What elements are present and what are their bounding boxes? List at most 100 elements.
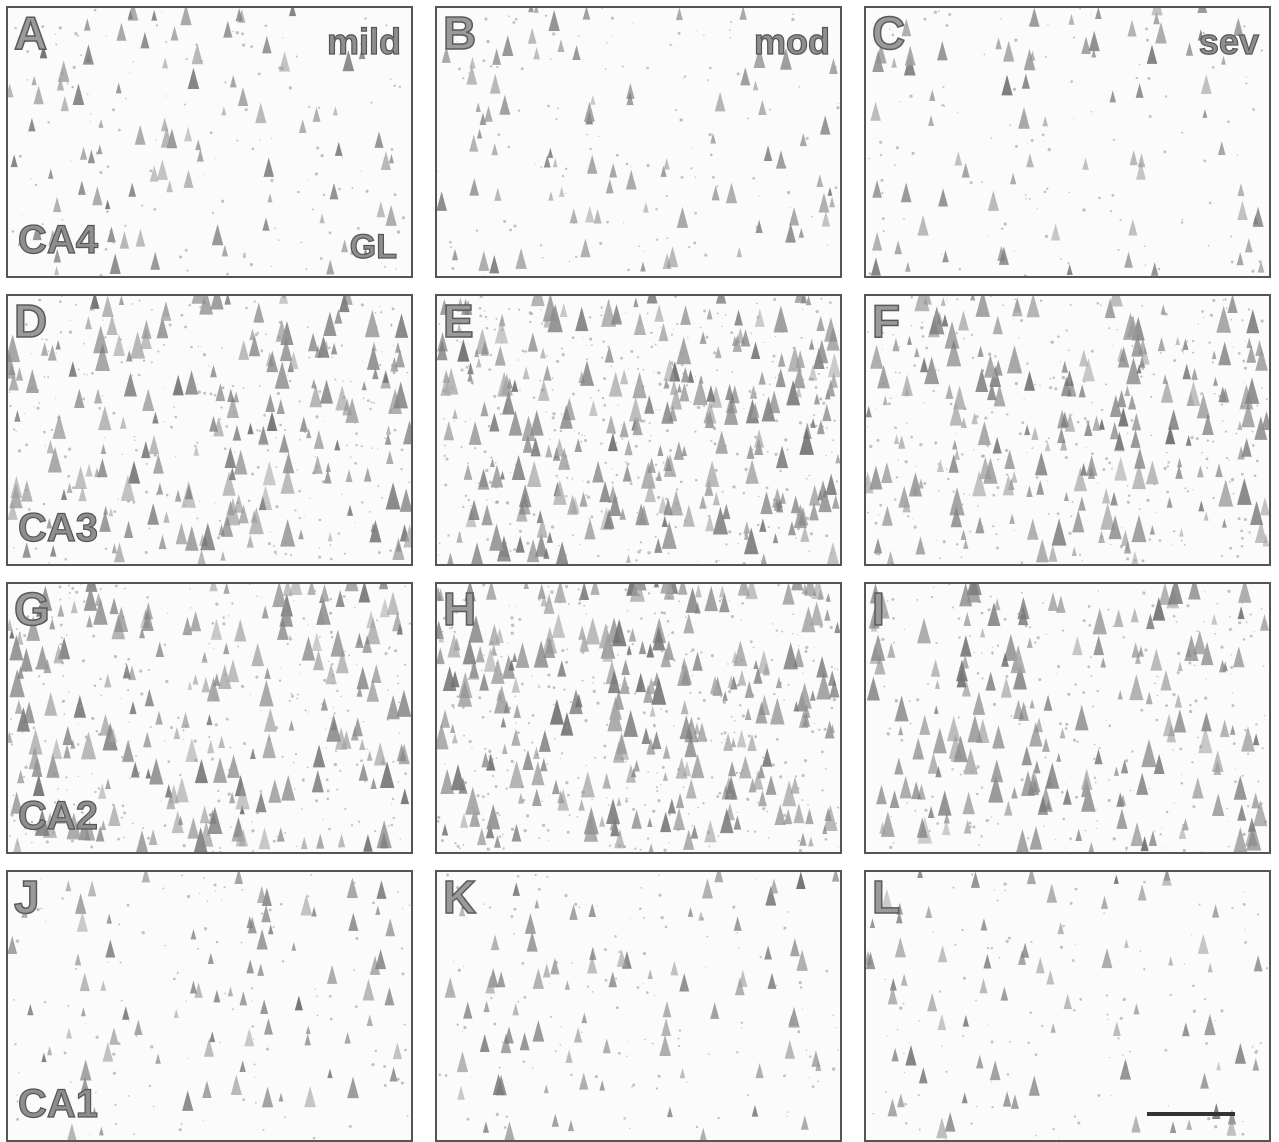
neuron-cell [590,584,600,595]
speckle [369,407,372,411]
speckle [732,394,735,396]
speckle [592,530,594,532]
neuron-cell [683,613,695,634]
neuron-cell [8,83,14,98]
neuron-cell [661,515,668,527]
speckle [1074,944,1076,946]
neuron-cell [534,533,548,557]
speckle [258,429,262,432]
speckle [489,710,492,713]
neuron-cell [479,112,487,126]
speckle [488,368,492,372]
neuron-cell [136,830,148,852]
speckle [140,692,144,696]
neuron-cell [793,802,805,824]
speckle [813,723,815,725]
speckle [179,255,183,259]
speckle [878,639,881,642]
neuron-cell [989,1060,1001,1081]
neuron-cell [104,199,111,210]
speckle [552,703,555,706]
speckle [498,1066,501,1069]
neuron-cell [1003,40,1015,62]
neuron-cell [598,622,613,649]
neuron-cell [960,529,967,540]
speckle [483,654,485,657]
speckle [279,423,282,427]
neuron-cell [238,504,249,524]
neuron-cell [894,240,902,255]
speckle [774,452,778,456]
speckle [103,526,107,531]
neuron-cell [513,704,521,718]
speckle [592,681,594,684]
speckle [76,34,79,37]
speckle [1181,219,1184,221]
speckle [437,588,440,591]
speckle [38,675,41,678]
neuron-cell [1244,238,1253,253]
speckle [655,786,659,789]
speckle [260,912,264,915]
neuron-cell [239,1060,246,1072]
speckle [521,349,525,353]
speckle [482,59,486,63]
neuron-cell [876,784,887,805]
neuron-cell [180,8,192,26]
speckle [813,647,815,649]
neuron-cell [1062,788,1072,805]
neuron-cell [8,935,18,955]
speckle [142,359,146,362]
neuron-cell [370,522,376,533]
neuron-cell [127,9,134,20]
speckle [830,341,832,343]
speckle [451,267,455,270]
speckle [673,725,675,727]
speckle [600,510,603,513]
speckle [1144,245,1146,248]
speckle [286,642,289,645]
speckle [1143,880,1146,884]
speckle [26,615,30,619]
speckle [97,732,101,736]
speckle [1043,190,1047,194]
speckle [350,251,354,256]
speckle [554,737,556,740]
speckle [490,641,494,645]
neuron-cell [66,482,73,494]
speckle [183,504,186,507]
speckle [976,765,980,769]
speckle [624,588,628,592]
speckle [385,24,388,27]
neuron-cell [572,45,581,61]
neuron-cell [1026,637,1033,648]
neuron-cell [210,618,223,640]
speckle [213,421,216,424]
neuron-cell [585,617,601,645]
speckle [869,444,873,449]
speckle [809,594,813,598]
speckle [354,461,358,465]
speckle [356,664,358,666]
neuron-cell [437,340,448,361]
neuron-cell [1246,309,1260,334]
speckle [47,121,50,124]
neuron-cell [213,757,228,783]
speckle [706,830,711,835]
neuron-cell [72,83,85,105]
speckle [276,603,279,606]
speckle [1220,645,1224,649]
speckle [1117,248,1120,252]
speckle [467,72,470,74]
neuron-cell [1050,223,1061,241]
neuron-cell [279,51,291,72]
speckle [668,842,670,844]
speckle [1194,594,1198,598]
speckle [48,358,50,360]
micrograph-texture [8,872,411,1140]
speckle [1256,459,1259,463]
neuron-cell [471,542,483,564]
neuron-cell [690,824,699,839]
speckle [127,689,130,692]
speckle [772,354,776,358]
